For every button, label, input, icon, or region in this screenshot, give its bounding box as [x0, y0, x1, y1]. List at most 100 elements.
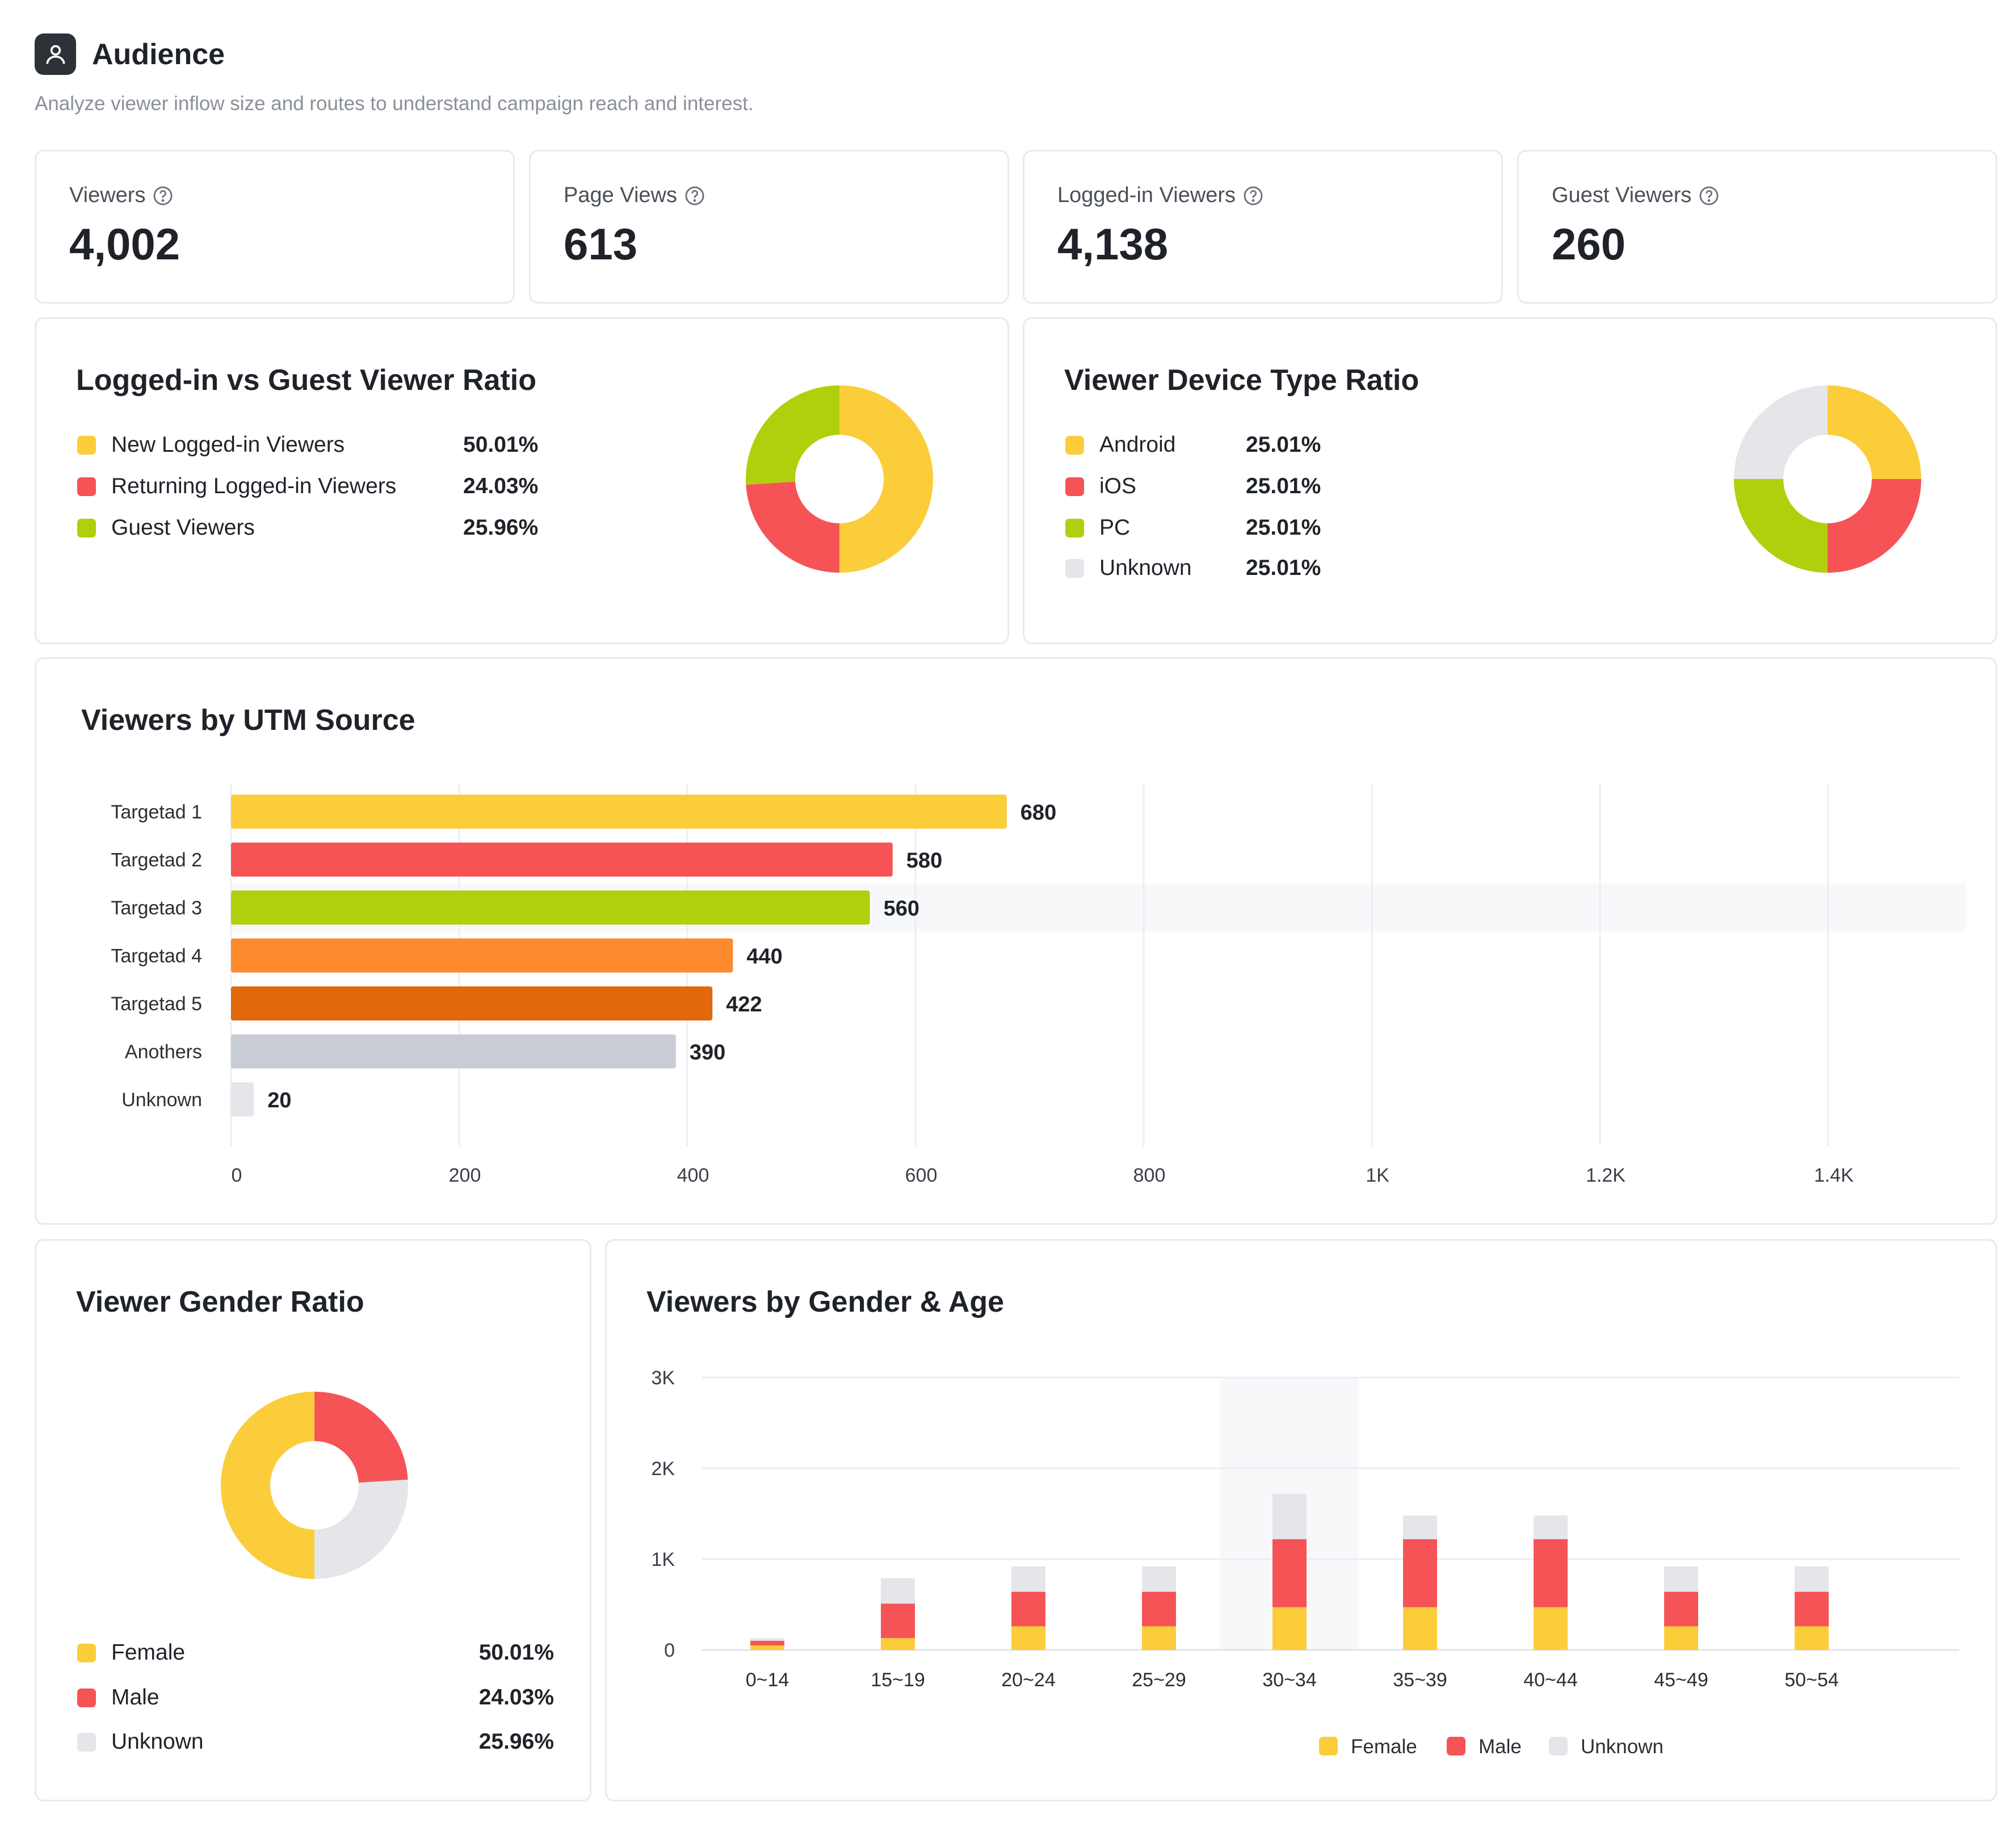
card-title: Viewer Gender Ratio [76, 1286, 364, 1318]
bar-segment-female-1[interactable] [750, 1645, 784, 1650]
legend-swatch [77, 1643, 96, 1662]
bar-segment-unknown-5[interactable] [1272, 1493, 1307, 1539]
page-subtitle: Analyze viewer inflow size and routes to… [35, 93, 754, 115]
card-title: Viewers by UTM Source [81, 704, 415, 737]
donut-slice-1[interactable] [839, 385, 934, 573]
bar-segment-unknown-9[interactable] [1795, 1566, 1829, 1592]
legend-item: New Logged-in Viewers 50.01% [77, 431, 588, 459]
gender-age-card: Viewers by Gender & Age 0 1K 2K 3K 0~14 15~19… [605, 1239, 1997, 1801]
utm-source-card: Viewers by UTM Source 0 200 400 600 800 1K 1.2… [35, 657, 1997, 1225]
bar-segment-male-7[interactable] [1534, 1539, 1568, 1607]
metric-card-page-views: Page Views 613 [529, 150, 1009, 304]
x-tick-label: 0 [232, 1165, 242, 1186]
category-label: Targetad 2 [111, 850, 202, 871]
y-tick-label: 1K [651, 1549, 675, 1570]
category-label: Targetad 4 [111, 946, 202, 967]
gender-ratio-donut-chart [220, 1392, 408, 1579]
help-icon[interactable] [1242, 185, 1264, 207]
category-label: Targetad 5 [111, 993, 202, 1015]
help-icon[interactable] [1698, 185, 1720, 207]
card-title: Viewers by Gender & Age [646, 1286, 1005, 1318]
bar-segment-male-2[interactable] [881, 1603, 915, 1639]
bar-segment-unknown-6[interactable] [1403, 1515, 1437, 1539]
category-label: Targetad 3 [111, 897, 202, 919]
donut-slice-3[interactable] [314, 1480, 408, 1579]
bar-segment-female-4[interactable] [1142, 1626, 1176, 1650]
donut-slice-4[interactable] [1734, 385, 1828, 479]
bar-targetad-3[interactable] [231, 891, 870, 925]
bar-anothers[interactable] [231, 1034, 676, 1069]
category-label: Anothers [125, 1041, 202, 1063]
bar-segment-female-6[interactable] [1403, 1607, 1437, 1650]
donut-slice-1[interactable] [1828, 385, 1921, 479]
bar-segment-female-9[interactable] [1795, 1626, 1829, 1650]
bar-segment-unknown-4[interactable] [1142, 1566, 1176, 1592]
metric-label: Logged-in Viewers [1057, 183, 1236, 207]
metric-value: 4,138 [1057, 219, 1169, 269]
legend-swatch [1447, 1737, 1465, 1755]
donut-slice-2[interactable] [746, 481, 839, 573]
bar-segment-male-4[interactable] [1142, 1591, 1176, 1627]
bar-segment-male-3[interactable] [1011, 1591, 1045, 1627]
metric-card-viewers: Viewers 4,002 [35, 150, 515, 304]
login-ratio-donut-chart [746, 385, 934, 573]
x-tick-label: 600 [905, 1165, 938, 1186]
bar-segment-female-8[interactable] [1664, 1626, 1698, 1650]
legend-swatch [1065, 435, 1084, 455]
legend-label: Female [1351, 1736, 1417, 1758]
user-icon [35, 33, 76, 75]
data-label: 440 [746, 945, 782, 969]
donut-slice-1[interactable] [220, 1392, 315, 1579]
bar-segment-unknown-8[interactable] [1664, 1566, 1698, 1592]
y-tick-label: 3K [651, 1367, 675, 1389]
metric-value: 613 [564, 219, 638, 269]
bar-segment-female-7[interactable] [1534, 1607, 1568, 1650]
x-tick-label: 30~34 [1262, 1669, 1317, 1691]
bar-targetad-1[interactable] [231, 795, 1007, 829]
donut-slice-2[interactable] [314, 1392, 408, 1483]
donut-slice-2[interactable] [1828, 479, 1921, 573]
data-label: 560 [884, 897, 919, 921]
metric-value: 260 [1552, 219, 1626, 269]
bar-targetad-4[interactable] [231, 938, 733, 973]
metric-card-logged-in-viewers: Logged-in Viewers 4,138 [1023, 150, 1503, 304]
legend-swatch [1065, 477, 1084, 496]
bar-segment-male-9[interactable] [1795, 1591, 1829, 1627]
bar-unknown[interactable] [231, 1082, 254, 1116]
bar-segment-unknown-7[interactable] [1534, 1515, 1568, 1539]
donut-slice-3[interactable] [746, 385, 839, 485]
legend-item: Unknown 25.96% [77, 1727, 554, 1757]
bar-segment-male-6[interactable] [1403, 1539, 1437, 1607]
x-tick-label: 1K [1366, 1165, 1389, 1186]
bar-segment-unknown-1[interactable] [750, 1638, 784, 1641]
bar-segment-unknown-2[interactable] [881, 1578, 915, 1604]
bar-segment-female-5[interactable] [1272, 1607, 1307, 1650]
legend-swatch [1065, 518, 1084, 537]
bar-targetad-2[interactable] [231, 842, 893, 877]
legend-item: Male 24.03% [77, 1683, 554, 1712]
help-icon[interactable] [152, 185, 174, 207]
x-tick-label: 800 [1133, 1165, 1166, 1186]
gender-ratio-card: Viewer Gender Ratio Female 50.01% Male 2… [35, 1239, 591, 1801]
metric-label: Page Views [564, 183, 677, 207]
bar-segment-male-8[interactable] [1664, 1591, 1698, 1627]
data-label: 390 [690, 1041, 725, 1065]
donut-slice-3[interactable] [1734, 479, 1828, 573]
bar-segment-unknown-3[interactable] [1011, 1566, 1045, 1592]
x-tick-label: 400 [677, 1165, 709, 1186]
legend-item: iOS 25.01% [1065, 472, 1463, 501]
legend-swatch [1065, 558, 1084, 578]
bar-segment-female-2[interactable] [881, 1638, 915, 1650]
help-icon[interactable] [684, 185, 705, 207]
device-ratio-donut-chart [1734, 385, 1921, 573]
card-title: Viewer Device Type Ratio [1064, 364, 1419, 397]
device-ratio-card: Viewer Device Type Ratio Android 25.01% … [1023, 317, 1997, 644]
legend-swatch [1549, 1737, 1568, 1755]
bar-segment-female-3[interactable] [1011, 1626, 1045, 1650]
x-tick-label: 1.4K [1814, 1165, 1854, 1186]
bar-targetad-5[interactable] [231, 986, 713, 1020]
bar-segment-male-1[interactable] [750, 1641, 784, 1645]
bar-segment-male-5[interactable] [1272, 1539, 1307, 1607]
legend-label: Unknown [1581, 1736, 1664, 1758]
